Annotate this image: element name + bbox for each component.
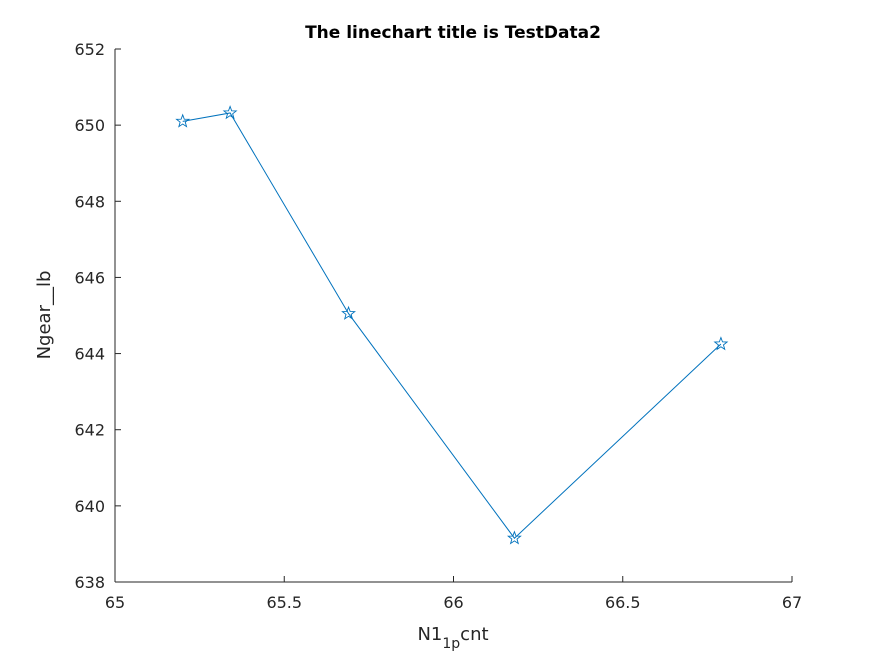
y-tick-label: 642 — [74, 421, 105, 440]
axes — [114, 49, 792, 583]
x-tick-label: 67 — [782, 593, 802, 612]
x-tick-label: 66.5 — [605, 593, 641, 612]
x-ticks: 65 65.5 66 66.5 67 — [105, 576, 802, 612]
x-axis-label-subscript: 1p — [442, 636, 460, 652]
series-group — [175, 105, 729, 545]
x-axis-label-main: N1 — [417, 624, 442, 645]
series-line — [182, 112, 722, 539]
y-tick-label: 644 — [74, 345, 105, 364]
y-ticks: 638 640 642 644 646 648 650 652 — [74, 40, 121, 592]
x-axis-label-tail: cnt — [460, 624, 488, 645]
y-tick-label: 638 — [74, 573, 105, 592]
y-axis-label: Ngear__lb — [34, 271, 55, 360]
y-tick-label: 640 — [74, 497, 105, 516]
y-tick-label: 648 — [74, 192, 105, 211]
data-point-star-icon — [341, 305, 356, 320]
x-tick-label: 66 — [443, 593, 463, 612]
y-tick-label: 652 — [74, 40, 105, 59]
x-axis-label: N11pcnt — [417, 624, 488, 652]
data-point-star-icon — [222, 105, 238, 120]
data-point-star-icon — [713, 336, 729, 351]
x-tick-label: 65.5 — [266, 593, 302, 612]
x-tick-label: 65 — [105, 593, 125, 612]
data-point-star-icon — [507, 530, 522, 545]
chart-title: The linechart title is TestData2 — [305, 23, 601, 43]
data-point-star-icon — [175, 113, 191, 128]
y-tick-label: 646 — [74, 268, 105, 287]
y-tick-label: 650 — [74, 116, 105, 135]
